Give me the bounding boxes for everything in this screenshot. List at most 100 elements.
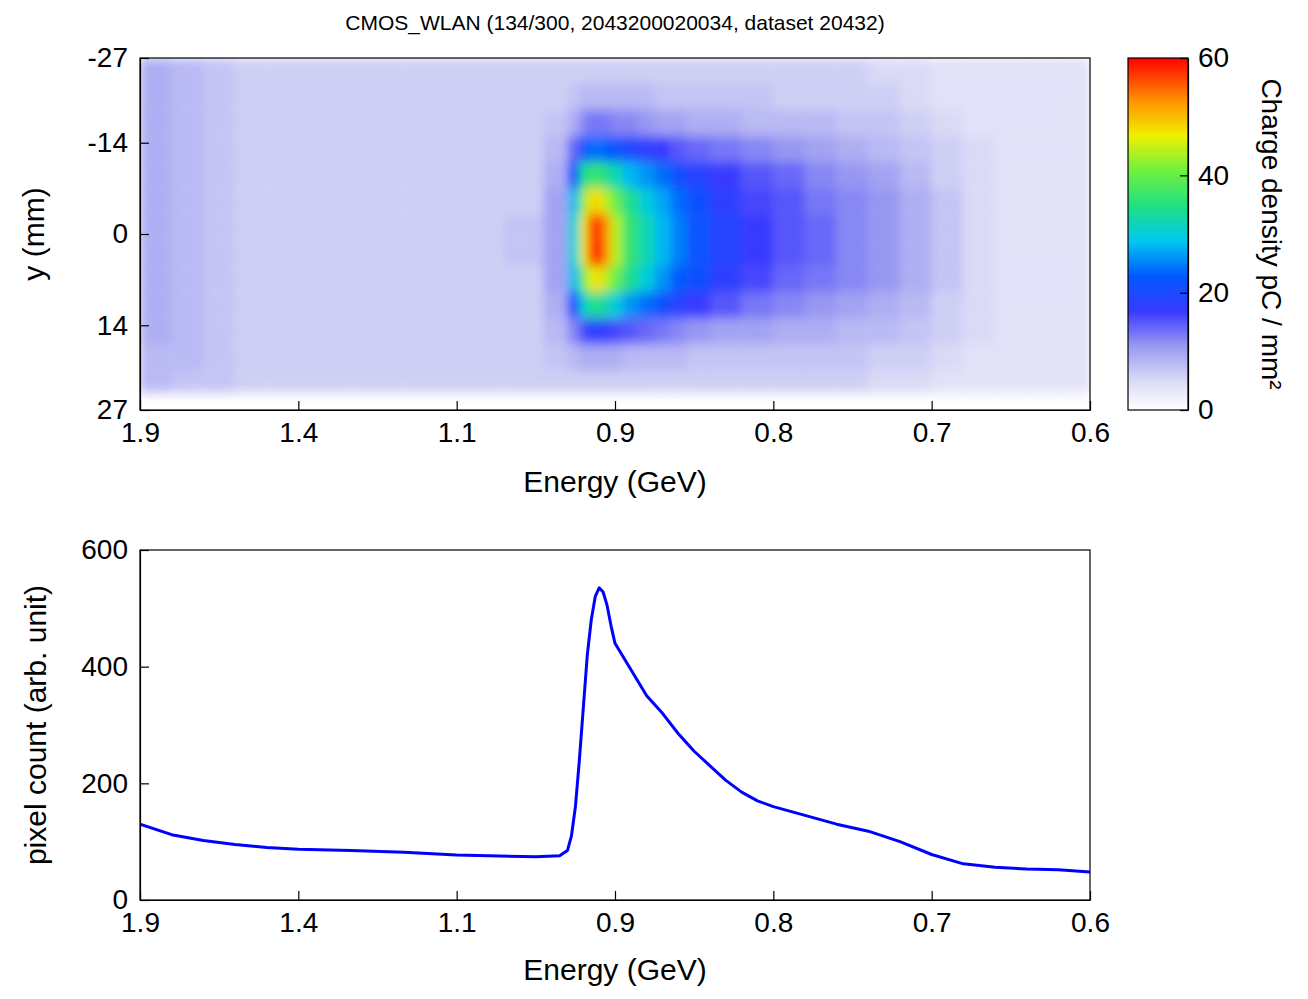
cell bbox=[773, 110, 805, 136]
plot-area bbox=[140, 588, 1090, 872]
cell bbox=[304, 58, 352, 84]
cell bbox=[742, 345, 774, 371]
cell bbox=[235, 371, 267, 394]
cell bbox=[837, 214, 869, 240]
cell bbox=[544, 371, 568, 394]
cell bbox=[932, 394, 964, 410]
cell bbox=[611, 371, 623, 394]
cell bbox=[670, 267, 686, 293]
cell bbox=[504, 293, 544, 319]
cell bbox=[587, 319, 595, 345]
cell bbox=[670, 319, 686, 345]
cell bbox=[868, 188, 900, 214]
cell bbox=[900, 58, 932, 84]
cell bbox=[773, 162, 805, 188]
cell bbox=[504, 241, 544, 267]
cell bbox=[655, 293, 671, 319]
cell bbox=[544, 162, 568, 188]
cell bbox=[568, 162, 580, 188]
cell bbox=[587, 293, 595, 319]
cell bbox=[587, 136, 595, 162]
cell bbox=[655, 110, 671, 136]
x-axis: 1.91.41.10.90.80.70.6 bbox=[121, 891, 1110, 938]
cell bbox=[203, 110, 235, 136]
cell bbox=[868, 394, 900, 410]
cell bbox=[140, 58, 172, 84]
colorbar-tick-mark bbox=[1180, 410, 1188, 411]
cell bbox=[587, 345, 595, 371]
cell bbox=[1027, 267, 1059, 293]
cell bbox=[351, 345, 404, 371]
cell bbox=[710, 136, 742, 162]
cell bbox=[1027, 58, 1059, 84]
cell bbox=[710, 241, 742, 267]
cell bbox=[686, 84, 710, 110]
cell bbox=[504, 319, 544, 345]
x-tick-mark bbox=[932, 401, 933, 410]
cell bbox=[568, 84, 580, 110]
cell bbox=[235, 84, 267, 110]
cell bbox=[587, 162, 595, 188]
cell bbox=[655, 188, 671, 214]
x-tick-mark bbox=[932, 891, 933, 900]
cell bbox=[963, 110, 995, 136]
cell bbox=[1058, 188, 1090, 214]
cell bbox=[595, 214, 603, 240]
y-tick: 200 bbox=[81, 768, 149, 799]
cell bbox=[351, 136, 404, 162]
cell bbox=[568, 267, 580, 293]
cell bbox=[235, 110, 267, 136]
cell bbox=[172, 84, 204, 110]
cell bbox=[203, 136, 235, 162]
cell bbox=[404, 58, 455, 84]
cell bbox=[203, 58, 235, 84]
cell bbox=[544, 84, 568, 110]
cell bbox=[579, 58, 587, 84]
cell bbox=[670, 84, 686, 110]
cell bbox=[544, 136, 568, 162]
cell bbox=[587, 371, 595, 394]
cell bbox=[455, 345, 504, 371]
cell bbox=[773, 371, 805, 394]
cell bbox=[587, 84, 595, 110]
cell bbox=[611, 162, 623, 188]
cell bbox=[568, 293, 580, 319]
cell bbox=[603, 371, 611, 394]
cell bbox=[455, 110, 504, 136]
cell bbox=[203, 345, 235, 371]
cell bbox=[995, 214, 1027, 240]
cell bbox=[304, 241, 352, 267]
cell bbox=[544, 188, 568, 214]
cell bbox=[837, 136, 869, 162]
cell bbox=[805, 371, 837, 394]
cell bbox=[140, 110, 172, 136]
cell bbox=[1027, 394, 1059, 410]
cell bbox=[267, 188, 304, 214]
cell bbox=[172, 293, 204, 319]
cell bbox=[172, 162, 204, 188]
cell bbox=[1027, 188, 1059, 214]
cell bbox=[1058, 110, 1090, 136]
cell bbox=[773, 136, 805, 162]
cell bbox=[172, 319, 204, 345]
y-tick-label: -14 bbox=[88, 127, 128, 158]
cell bbox=[579, 188, 587, 214]
cell bbox=[773, 241, 805, 267]
y-tick-label: 0 bbox=[112, 218, 128, 249]
cell bbox=[655, 394, 671, 410]
cell bbox=[140, 293, 172, 319]
cell bbox=[932, 267, 964, 293]
cell bbox=[172, 394, 204, 410]
cell bbox=[267, 319, 304, 345]
cell bbox=[995, 188, 1027, 214]
cell bbox=[837, 58, 869, 84]
cell bbox=[686, 214, 710, 240]
cell bbox=[587, 58, 595, 84]
cell bbox=[837, 110, 869, 136]
cell bbox=[623, 394, 639, 410]
cell bbox=[455, 293, 504, 319]
line-panel: 1.91.41.10.90.80.70.60200400600Energy (G… bbox=[19, 534, 1110, 986]
cell bbox=[351, 394, 404, 410]
colorbar-tick-label: 0 bbox=[1198, 394, 1214, 425]
cell bbox=[404, 162, 455, 188]
